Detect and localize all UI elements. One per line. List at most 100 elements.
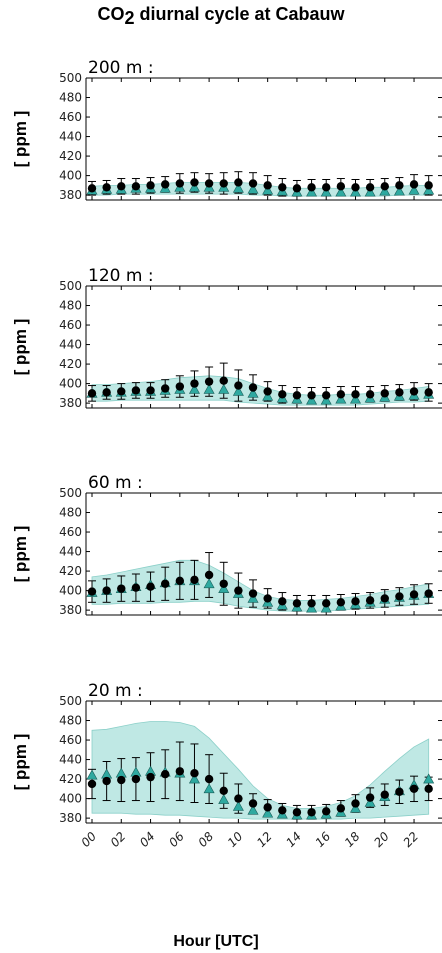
triangle-point <box>188 773 200 784</box>
circle-point <box>365 793 375 802</box>
circle-point <box>234 381 243 390</box>
circle-point <box>190 379 199 388</box>
x-tick-label: 06 <box>166 829 187 850</box>
triangle-point <box>379 185 391 196</box>
triangle-point <box>188 181 200 192</box>
uncertainty-band <box>91 182 430 197</box>
panel-title: 20 m : <box>88 681 143 701</box>
circle-point <box>204 377 214 386</box>
x-tick-label: 08 <box>196 829 217 850</box>
y-tick-label: 480 <box>59 91 82 105</box>
circle-point <box>160 180 170 189</box>
triangle-point <box>393 185 405 196</box>
triangle-point <box>262 390 274 401</box>
triangle-point <box>423 184 435 195</box>
triangle-point <box>364 796 376 807</box>
uncertainty-band <box>91 559 430 612</box>
triangle-point <box>408 184 420 195</box>
triangle-point <box>423 773 435 784</box>
circle-point <box>409 180 419 189</box>
x-tick-label: 12 <box>254 829 275 850</box>
circle-point <box>117 775 126 785</box>
panel-1: 380 400 420 440 460 480 500 120 m : [ ppm ] <box>11 266 442 410</box>
circle-point <box>380 182 389 191</box>
panel-2: 380 400 420 440 460 480 500 60 m : [ ppm ] <box>11 473 442 617</box>
circle-point <box>307 183 316 192</box>
circle-point <box>131 182 141 191</box>
circle-point <box>365 183 375 192</box>
triangle-point <box>320 186 332 197</box>
circle-point <box>248 179 258 188</box>
triangle-point <box>203 578 215 589</box>
y-tick-label: 500 <box>59 486 82 500</box>
triangle-point <box>86 769 98 780</box>
triangle-point <box>232 182 244 193</box>
circle-point <box>204 570 214 580</box>
y-tick-label: 440 <box>59 753 82 767</box>
circle-point <box>248 589 258 598</box>
circle-point <box>190 575 199 585</box>
circle-point <box>219 179 228 188</box>
x-tick-label: 00 <box>78 829 99 850</box>
y-tick-label: 500 <box>59 279 82 293</box>
triangle-point <box>247 592 259 603</box>
circle-point <box>409 387 419 396</box>
circle-point <box>219 786 228 795</box>
triangle-point <box>218 793 230 804</box>
circle-point <box>336 390 346 399</box>
circle-point <box>263 181 272 190</box>
triangle-point <box>262 807 274 818</box>
circle-point <box>278 806 287 815</box>
circle-point <box>175 179 185 188</box>
triangle-point <box>247 183 259 194</box>
y-tick-label: 480 <box>59 506 82 520</box>
triangle-point <box>320 394 332 405</box>
circle-point <box>87 779 97 789</box>
circle-point <box>278 390 287 399</box>
circle-point <box>351 799 360 808</box>
panel-3: 380 400 420 440 460 480 500 20 m : [ ppm ] 00 02 04… <box>11 681 442 850</box>
circle-point <box>190 178 199 187</box>
circle-point <box>146 386 155 395</box>
triangle-point <box>306 602 318 613</box>
y-tick-label: 440 <box>59 545 82 559</box>
circle-point <box>248 383 258 392</box>
circle-point <box>87 184 97 193</box>
triangle-point <box>218 583 230 593</box>
circle-point <box>351 183 360 192</box>
triangle-point <box>349 186 361 197</box>
circle-point <box>322 599 331 608</box>
triangle-point <box>232 385 244 396</box>
triangle-point <box>247 804 259 815</box>
title-main: CO <box>97 4 125 24</box>
y-tick-label: 500 <box>59 71 82 85</box>
y-axis-label: [ ppm ] <box>11 526 30 583</box>
circle-point <box>278 597 287 606</box>
uncertainty-band <box>91 375 430 406</box>
y-tick-label: 420 <box>59 357 82 371</box>
y-tick-label: 380 <box>59 396 82 410</box>
circle-point <box>117 182 126 191</box>
circle-point <box>322 391 331 400</box>
x-tick-label: 18 <box>342 829 363 850</box>
circle-point <box>146 772 155 782</box>
triangle-point <box>320 602 332 613</box>
y-tick-label: 440 <box>59 130 82 144</box>
y-tick-label: 400 <box>59 584 82 598</box>
panel-title: 200 m : <box>88 58 154 78</box>
y-tick-label: 460 <box>59 110 82 124</box>
circle-point <box>102 183 111 192</box>
circle-point <box>322 807 331 816</box>
triangle-point <box>188 383 200 394</box>
circle-point <box>292 184 302 193</box>
circle-point <box>336 804 346 813</box>
triangle-point <box>247 387 259 398</box>
circle-point <box>219 579 228 588</box>
x-tick-label: 22 <box>400 829 421 850</box>
y-axis-label: [ ppm ] <box>11 734 30 791</box>
circle-point <box>190 769 199 778</box>
y-tick-label: 400 <box>59 792 82 806</box>
triangle-point <box>335 393 347 404</box>
figure-title: CO2 diurnal cycle at Cabauw <box>0 4 442 29</box>
